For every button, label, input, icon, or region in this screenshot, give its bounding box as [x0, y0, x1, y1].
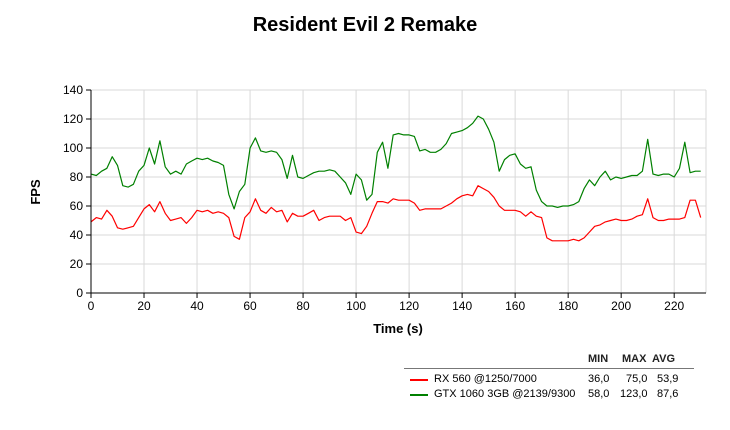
stat-avg: 53,9	[657, 373, 679, 385]
x-tick-label: 220	[664, 299, 684, 313]
y-axis-title: FPS	[28, 179, 43, 205]
stats-legend: MIN MAX AVG RX 560 @1250/7000 36,0 75,0 …	[404, 352, 694, 400]
x-tick-label: 60	[243, 299, 257, 313]
stats-header-max: MAX	[622, 353, 647, 365]
stats-header-avg: AVG	[652, 353, 676, 365]
series-line	[90, 185, 702, 242]
y-tick-label: 40	[70, 228, 84, 242]
series-lines	[90, 115, 702, 242]
stats-row: GTX 1060 3GB @2139/9300 58,0 123,0 87,6	[404, 384, 694, 400]
chart-title: Resident Evil 2 Remake	[252, 14, 478, 36]
stat-min: 36,0	[588, 373, 610, 385]
x-axis-title: Time (s)	[373, 321, 423, 336]
grid	[91, 89, 707, 293]
x-tick-label: 140	[452, 299, 472, 313]
y-tick-label: 140	[63, 83, 83, 97]
stats-header-min: MIN	[588, 353, 609, 365]
stat-max: 75,0	[626, 373, 648, 385]
y-tick-label: 120	[63, 112, 83, 126]
x-tick-label: 40	[190, 299, 204, 313]
y-tick-label: 0	[76, 286, 83, 300]
x-tick-label: 160	[505, 299, 525, 313]
x-tick-label: 180	[558, 299, 578, 313]
x-tick-label: 120	[399, 299, 419, 313]
stat-avg: 87,6	[657, 388, 679, 400]
stats-header: MIN MAX AVG	[404, 352, 694, 369]
legend-swatch	[410, 379, 428, 381]
x-tick-label: 80	[296, 299, 310, 313]
y-tick-label: 60	[70, 199, 84, 213]
axes: 0 20 40 60 80 100 120 140 0 20 40 60 80 100 120 140 160 1…	[63, 83, 706, 313]
legend-swatch	[410, 394, 428, 396]
stat-max: 123,0	[620, 388, 648, 400]
stat-min: 58,0	[588, 388, 610, 400]
legend-series-name: RX 560 @1250/7000	[434, 373, 537, 385]
y-tick-label: 100	[63, 141, 83, 155]
y-tick-label: 80	[70, 170, 84, 184]
x-tick-label: 20	[137, 299, 151, 313]
stats-row: RX 560 @1250/7000 36,0 75,0 53,9	[404, 369, 694, 385]
y-tick-label: 20	[70, 257, 84, 271]
x-tick-label: 0	[88, 299, 95, 313]
x-tick-label: 200	[611, 299, 631, 313]
x-tick-label: 100	[346, 299, 366, 313]
legend-series-name: GTX 1060 3GB @2139/9300	[434, 388, 576, 400]
series-line	[90, 115, 701, 210]
